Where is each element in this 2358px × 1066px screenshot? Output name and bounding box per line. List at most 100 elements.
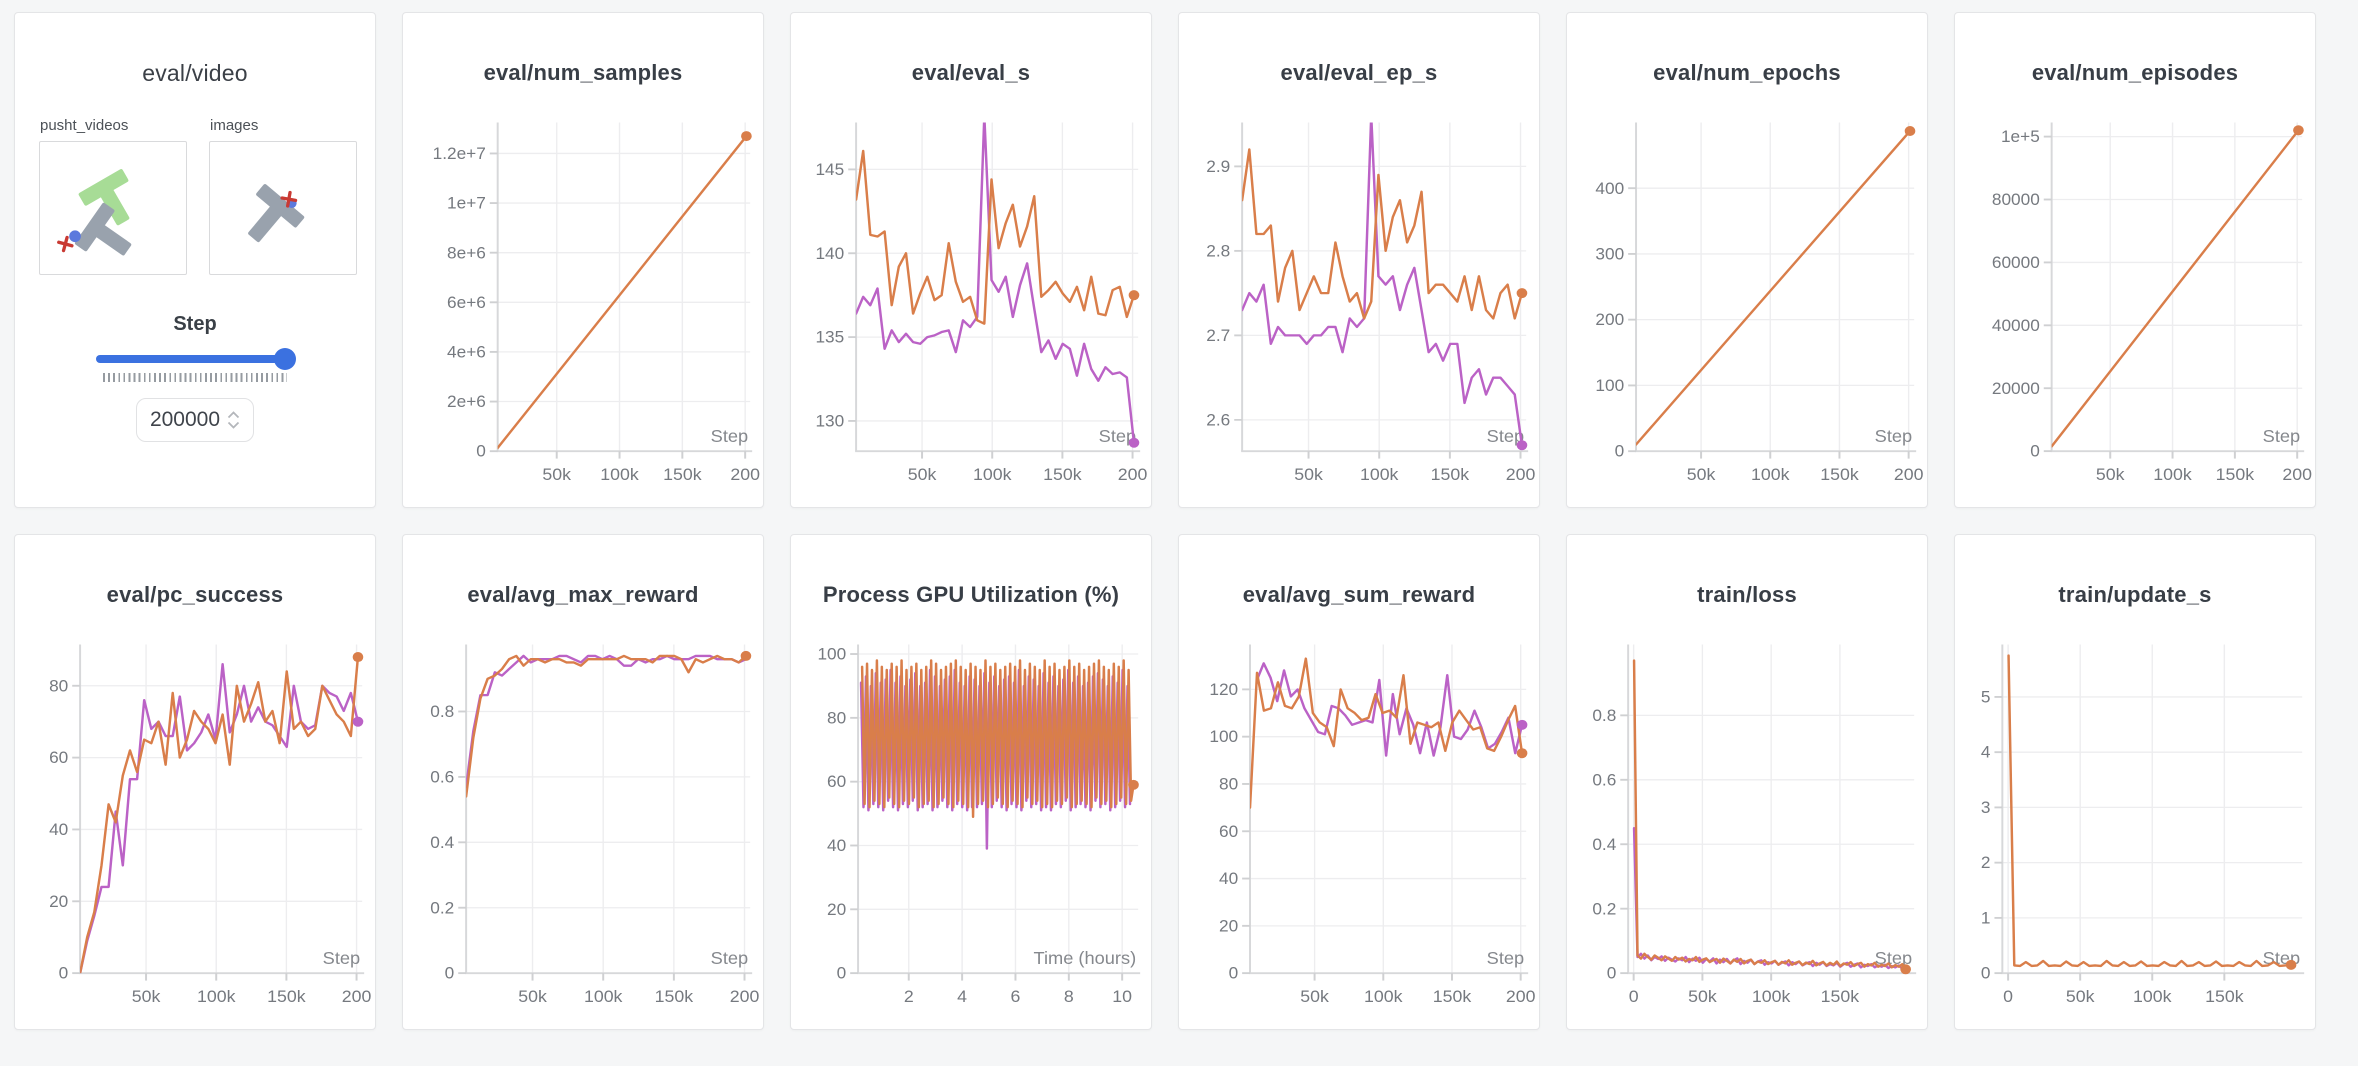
series-line-orange: [466, 654, 748, 798]
stepper-arrows[interactable]: [227, 411, 240, 429]
x-tick-label: 150k: [1043, 464, 1082, 483]
panel-title: eval/video: [142, 59, 248, 86]
x-tick-label: 150k: [663, 464, 702, 483]
chart-title: eval/eval_ep_s: [1280, 60, 1438, 85]
panel-train-loss[interactable]: train/loss 0 50k 100k 150k 0 0.2 0.4 0.6 0.8 Step: [1566, 534, 1928, 1030]
panel-num-samples[interactable]: eval/num_samples 50k 100k 150k 200 0 2e+6 4e+6…: [402, 12, 764, 508]
y-tick-label: 40: [827, 837, 846, 855]
series-line-orange: [860, 659, 1135, 818]
x-tick-label: 50k: [542, 464, 571, 483]
y-tick-label: 0: [59, 964, 69, 982]
panel-gpu-util[interactable]: Process GPU Utilization (%) 2 4 6 8 10 0 20 40 6…: [790, 534, 1152, 1030]
latest-point-dot-orange: [1128, 779, 1139, 790]
chart-title: train/update_s: [2058, 582, 2212, 607]
t-block-gray: [248, 184, 305, 243]
chart-title: eval/pc_success: [106, 582, 284, 607]
y-tick-label: 4: [1981, 743, 1991, 761]
panel-train-update-s[interactable]: train/update_s 0 50k 100k 150k 0 1 2 3 4 5 Step: [1954, 534, 2316, 1030]
panel-avg-sum-reward[interactable]: eval/avg_sum_reward 50k 100k 150k 200 0 20 40 6…: [1178, 534, 1540, 1030]
chart-pc-success[interactable]: 50k 100k 150k 200 0 20 40 60 80 Step: [15, 637, 375, 1029]
y-tick-label: 80: [827, 709, 846, 727]
y-tick-label: 0.2: [430, 899, 454, 917]
y-tick-label: 0.4: [1592, 835, 1616, 853]
chart-avg-sum-reward[interactable]: 50k 100k 150k 200 0 20 40 60 80 100 120 Step: [1179, 637, 1539, 1029]
images-thumbnail[interactable]: [209, 141, 357, 275]
y-tick-label: 2: [1981, 854, 1991, 872]
panel-eval-video[interactable]: eval/video pusht_videos: [14, 12, 376, 508]
x-tick-label: 100k: [197, 986, 236, 1005]
chevron-down-icon[interactable]: [227, 421, 240, 429]
y-tick-label: 60: [49, 749, 68, 767]
panel-pc-success[interactable]: eval/pc_success 50k 100k 150k 200 0 20 40 60 80 S…: [14, 534, 376, 1030]
y-tick-label: 2e+6: [447, 393, 486, 411]
y-tick-label: 1.2e+7: [433, 144, 486, 162]
x-tick-label: 100k: [1360, 464, 1399, 483]
x-tick-label: 6: [1011, 986, 1021, 1005]
x-tick-label: 200: [1506, 464, 1536, 483]
x-tick-label: 200: [1894, 464, 1924, 483]
chart-num-episodes[interactable]: 50k 100k 150k 200 0 20000 40000 60000 80000 1e+5 S…: [1955, 115, 2315, 507]
y-tick-label: 2.8: [1206, 242, 1230, 260]
chart-avg-max-reward[interactable]: 50k 100k 150k 200 0 0.2 0.4 0.6 0.8 Step: [403, 637, 763, 1029]
chevron-up-icon[interactable]: [227, 411, 240, 419]
panel-eval-s[interactable]: eval/eval_s 50k 100k 150k 200 130 135 140 145 St…: [790, 12, 1152, 508]
y-tick-label: 200: [1595, 311, 1624, 329]
step-input[interactable]: 200000: [136, 398, 254, 442]
x-tick-label: 50k: [2066, 986, 2095, 1005]
y-tick-label: 6e+6: [447, 293, 486, 311]
chart-eval-s[interactable]: 50k 100k 150k 200 130 135 140 145 Step: [791, 115, 1151, 507]
step-slider[interactable]: [96, 348, 296, 370]
y-tick-label: 140: [815, 244, 844, 262]
x-tick-label: 150k: [1433, 986, 1472, 1005]
panel-num-episodes[interactable]: eval/num_episodes 50k 100k 150k 200 0 20000 40…: [1954, 12, 2316, 508]
x-tick-label: 100k: [973, 464, 1012, 483]
y-tick-label: 0: [476, 442, 486, 460]
x-tick-label: 200: [730, 986, 760, 1005]
slider-thumb[interactable]: [274, 348, 296, 370]
media-label: images: [210, 117, 259, 134]
slider-track[interactable]: [96, 355, 294, 363]
x-axis-label: Step: [1099, 426, 1137, 445]
panel-avg-max-reward[interactable]: eval/avg_max_reward 50k 100k 150k 200 0 0.2 0.…: [402, 534, 764, 1030]
media-label: pusht_videos: [40, 117, 129, 134]
x-tick-label: 8: [1064, 986, 1074, 1005]
series-line-purple: [80, 663, 360, 974]
panel-num-epochs[interactable]: eval/num_epochs 50k 100k 150k 200 0 100 200 300…: [1566, 12, 1928, 508]
x-tick-label: 200: [1118, 464, 1148, 483]
series-line-purple: [1632, 826, 1907, 972]
y-tick-label: 0: [445, 964, 455, 982]
x-tick-label: 100k: [2153, 464, 2192, 483]
y-tick-label: 135: [815, 328, 844, 346]
series-line-purple: [1242, 122, 1524, 447]
x-tick-label: 150k: [267, 986, 306, 1005]
chart-eval-ep-s[interactable]: 50k 100k 150k 200 2.6 2.7 2.8 2.9 Step: [1179, 115, 1539, 507]
media-images: images: [209, 117, 357, 275]
y-tick-label: 400: [1595, 179, 1624, 197]
latest-point-dot-orange: [2285, 959, 2297, 970]
x-axis-label: Step: [1487, 426, 1525, 445]
latest-point-dot-purple: [1516, 719, 1528, 730]
y-tick-label: 0.8: [1592, 706, 1616, 724]
x-tick-label: 200: [342, 986, 372, 1005]
series-line-orange: [497, 134, 748, 450]
series-line-purple: [1255, 662, 1524, 757]
x-tick-label: 50k: [132, 986, 161, 1005]
panel-eval-ep-s[interactable]: eval/eval_ep_s 50k 100k 150k 200 2.6 2.7 2.8 2.…: [1178, 12, 1540, 508]
t-block-green: [78, 169, 130, 226]
y-tick-label: 0.2: [1592, 900, 1616, 918]
step-control: Step 200000: [15, 313, 375, 442]
latest-point-dot-orange: [352, 651, 364, 663]
x-tick-label: 100k: [1751, 464, 1790, 483]
pusht-video-thumbnail[interactable]: [39, 141, 187, 275]
x-tick-label: 100k: [600, 464, 639, 483]
series-line-orange: [2007, 654, 2293, 968]
series-line-orange: [856, 149, 1136, 325]
y-tick-label: 20: [49, 892, 68, 910]
x-tick-label: 150k: [1820, 464, 1859, 483]
chart-num-epochs[interactable]: 50k 100k 150k 200 0 100 200 300 400 Step: [1567, 115, 1927, 507]
chart-num-samples[interactable]: 50k 100k 150k 200 0 2e+6 4e+6 6e+6 8e+6 1e+7 1.2e+…: [403, 115, 763, 507]
x-tick-label: 100k: [1752, 986, 1791, 1005]
chart-train-loss[interactable]: 0 50k 100k 150k 0 0.2 0.4 0.6 0.8 Step: [1567, 637, 1927, 1029]
